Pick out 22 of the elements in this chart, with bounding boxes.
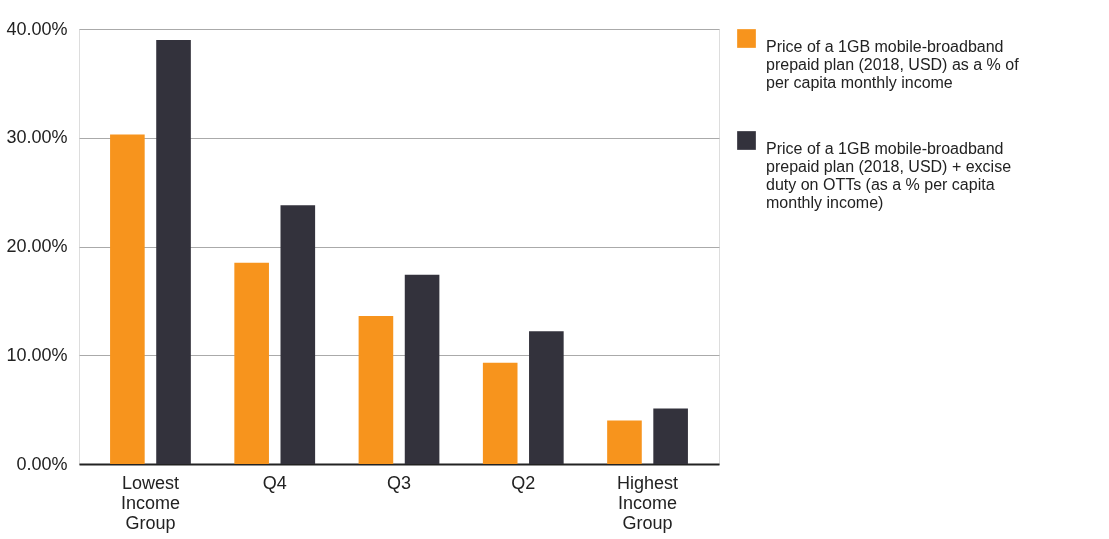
y-tick-label: 30.00% [6, 127, 68, 148]
bar [653, 408, 688, 464]
bar [529, 331, 564, 464]
bar [607, 420, 642, 464]
x-tick-label: Q2 [511, 472, 536, 493]
bar [280, 205, 316, 464]
x-tick-label: Q4 [262, 472, 287, 493]
y-tick-label: 0.00% [16, 453, 68, 474]
bar [156, 39, 191, 464]
y-tick-label: 20.00% [6, 236, 68, 256]
x-tick-label: Q3 [386, 472, 412, 493]
bar [234, 262, 269, 464]
y-tick-label: 40.00% [6, 18, 68, 39]
x-tick-label: Lowest Income Group [120, 472, 180, 533]
bar [482, 362, 518, 464]
y-tick-label: 10.00% [6, 344, 68, 365]
x-tick-label: Highest Income Group [617, 472, 679, 533]
bar [358, 316, 394, 464]
bar [110, 134, 145, 464]
bar [404, 274, 440, 464]
legend-label: Price of a 1GB mobile-broadband prepaid plan (2018, USD) as a % of per capita monthly income [766, 37, 1020, 91]
legend-label: Price of a 1GB mobile-broadband prepaid plan (2018, USD) + excise duty on OTTs (as a % per capita monthly income) [766, 139, 1012, 211]
